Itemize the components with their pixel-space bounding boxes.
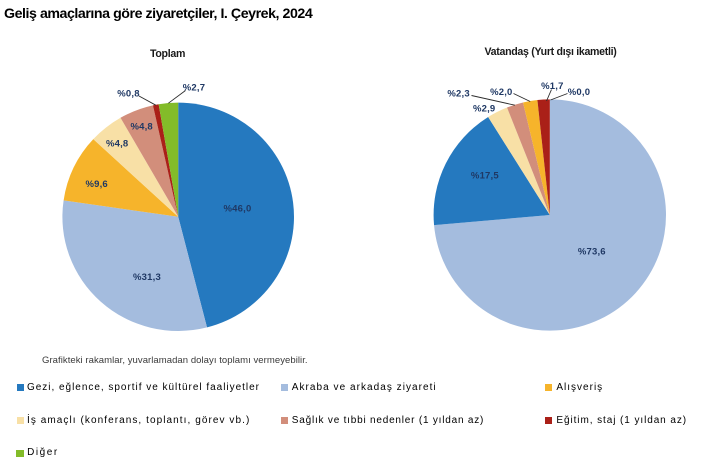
- svg-text:%9,6: %9,6: [85, 179, 107, 190]
- svg-text:%2,7: %2,7: [183, 82, 205, 93]
- svg-text:%0,8: %0,8: [117, 88, 139, 99]
- svg-text:%73,6: %73,6: [578, 247, 606, 258]
- svg-text:%31,3: %31,3: [133, 272, 161, 283]
- svg-text:%2,0: %2,0: [490, 87, 512, 98]
- svg-text:%4,8: %4,8: [130, 122, 152, 133]
- svg-text:%4,8: %4,8: [106, 139, 128, 150]
- svg-text:%2,9: %2,9: [473, 104, 495, 115]
- svg-text:%2,3: %2,3: [447, 89, 469, 100]
- svg-text:%0,0: %0,0: [568, 87, 590, 98]
- svg-text:%1,7: %1,7: [541, 81, 563, 92]
- svg-text:%46,0: %46,0: [224, 204, 252, 215]
- svg-text:%17,5: %17,5: [471, 171, 499, 182]
